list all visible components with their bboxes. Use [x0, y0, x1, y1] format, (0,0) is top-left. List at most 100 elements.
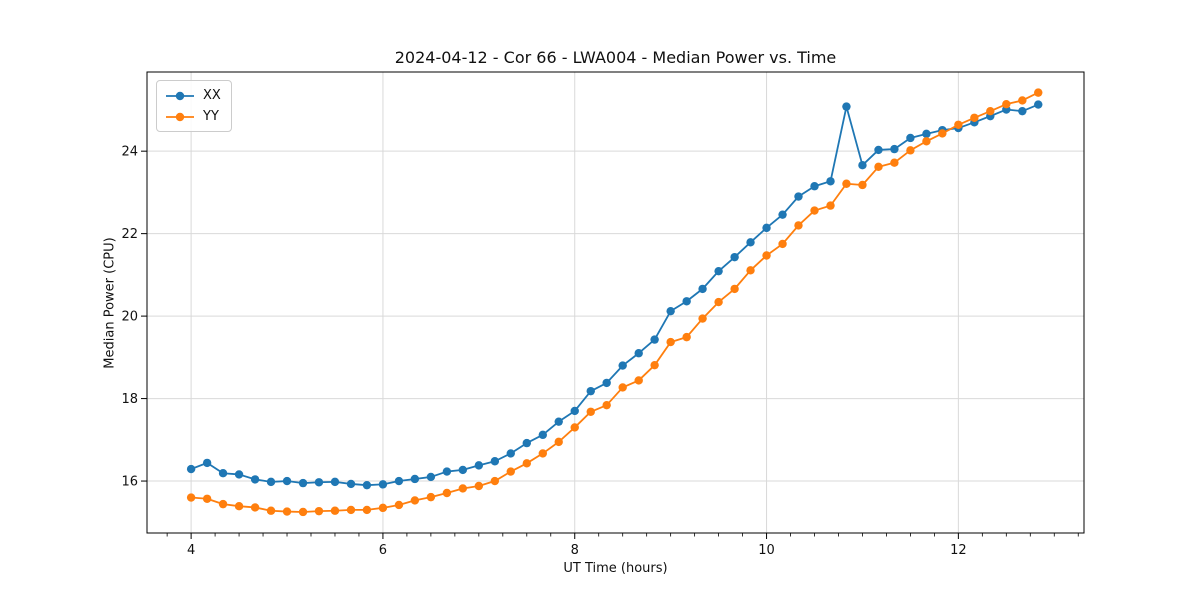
data-point-xx	[890, 144, 899, 154]
data-point-xx	[826, 177, 835, 186]
data-point-yy	[586, 407, 595, 416]
data-point-yy	[954, 120, 963, 129]
legend-label: YY	[203, 109, 219, 124]
data-point-yy	[378, 503, 388, 513]
data-point-yy	[874, 162, 883, 172]
data-point-xx	[330, 477, 340, 487]
data-point-yy	[458, 484, 468, 493]
y-tick-label: 20	[121, 310, 138, 325]
data-point-yy	[794, 221, 803, 230]
data-point-xx	[602, 378, 611, 388]
data-point-yy	[938, 129, 947, 138]
y-tick-label: 18	[121, 392, 138, 407]
series-line-yy	[190, 91, 1040, 513]
data-point-yy	[410, 496, 420, 505]
data-point-xx	[698, 284, 707, 294]
data-point-yy	[506, 467, 515, 476]
chart-title: 2024-04-12 - Cor 66 - LWA004 - Median Po…	[394, 48, 837, 67]
x-axis-label: UT Time (hours)	[563, 561, 668, 576]
data-point-xx	[810, 182, 819, 191]
data-point-xx	[906, 133, 915, 143]
y-axis-label: Median Power (CPU)	[102, 237, 118, 369]
data-point-xx	[794, 192, 803, 201]
data-point-xx	[714, 266, 723, 276]
data-point-xx	[394, 476, 404, 486]
data-point-xx	[490, 457, 500, 466]
data-point-xx	[570, 406, 579, 416]
data-point-yy	[234, 501, 244, 511]
data-point-yy	[314, 506, 324, 516]
data-point-xx	[682, 297, 691, 306]
data-point-xx	[666, 306, 675, 316]
data-point-xx	[186, 464, 196, 474]
y-tick-label: 24	[121, 145, 138, 160]
legend-item-yy: YY	[165, 107, 221, 126]
data-point-xx	[346, 479, 356, 489]
data-point-xx	[538, 430, 548, 440]
data-point-xx	[730, 252, 739, 262]
data-point-xx	[250, 475, 260, 484]
x-tick-label: 10	[758, 543, 775, 558]
data-point-xx	[298, 478, 308, 488]
series-line-xx	[190, 103, 1040, 487]
data-point-yy	[282, 507, 292, 516]
x-tick-label: 6	[379, 543, 387, 558]
data-point-yy	[906, 146, 915, 155]
data-point-yy	[346, 505, 356, 515]
legend: XX YY	[156, 80, 232, 132]
data-point-xx	[314, 478, 324, 487]
data-point-yy	[842, 179, 851, 188]
data-point-yy	[1018, 96, 1027, 105]
data-point-xx	[618, 361, 627, 370]
data-point-yy	[426, 492, 436, 502]
data-point-xx	[266, 477, 276, 487]
data-point-yy	[682, 332, 691, 342]
axes-frame	[146, 71, 1085, 534]
data-point-yy	[266, 506, 276, 515]
x-tick-label: 12	[950, 543, 967, 558]
data-point-yy	[778, 239, 787, 249]
data-point-xx	[522, 438, 531, 448]
data-point-xx	[234, 470, 244, 479]
data-point-xx	[1034, 100, 1043, 109]
data-point-yy	[810, 206, 819, 215]
data-point-yy	[922, 137, 931, 146]
data-point-xx	[858, 160, 867, 170]
data-point-yy	[362, 505, 372, 515]
data-point-yy	[394, 500, 404, 510]
data-point-xx	[554, 417, 563, 426]
data-point-xx	[762, 223, 771, 233]
data-point-xx	[202, 458, 212, 468]
data-point-yy	[762, 251, 771, 260]
data-point-yy	[698, 314, 707, 323]
data-point-yy	[1034, 88, 1043, 97]
x-tick-label: 8	[571, 543, 579, 558]
data-point-yy	[298, 507, 308, 517]
data-point-xx	[586, 386, 595, 396]
data-point-yy	[474, 481, 484, 491]
legend-item-xx: XX	[165, 86, 221, 105]
data-point-yy	[618, 383, 627, 392]
data-point-yy	[890, 158, 899, 167]
data-point-xx	[474, 461, 484, 470]
data-point-yy	[330, 506, 340, 515]
data-point-yy	[186, 493, 196, 502]
data-point-yy	[858, 180, 867, 190]
data-point-yy	[1002, 99, 1011, 109]
data-point-xx	[874, 145, 883, 155]
data-point-yy	[970, 113, 979, 122]
data-point-xx	[922, 129, 931, 139]
data-point-xx	[778, 210, 787, 219]
data-point-yy	[202, 494, 212, 503]
data-point-xx	[378, 480, 388, 489]
legend-line-marker-icon	[166, 112, 194, 121]
data-point-yy	[650, 360, 659, 370]
y-tick-label: 16	[121, 475, 138, 490]
data-point-xx	[282, 476, 292, 486]
data-point-yy	[634, 376, 643, 385]
data-point-xx	[458, 465, 468, 475]
x-tick-label: 4	[187, 543, 195, 558]
data-point-yy	[538, 449, 548, 458]
